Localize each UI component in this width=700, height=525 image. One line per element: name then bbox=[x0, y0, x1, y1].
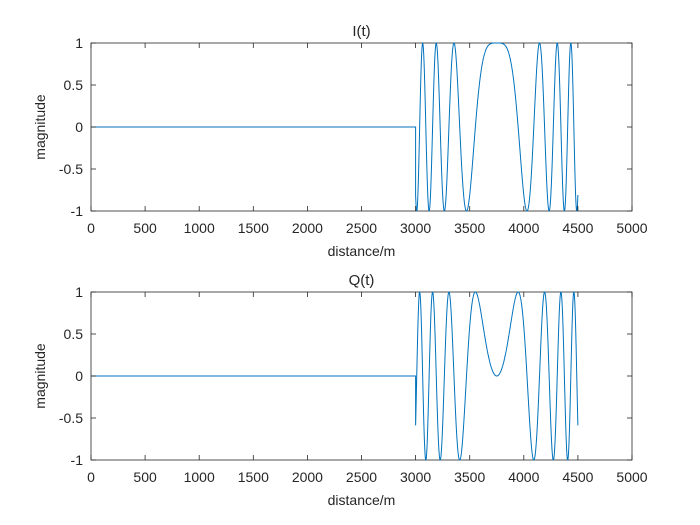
x-tick-label: 4500 bbox=[562, 220, 593, 236]
x-tick-label: 3500 bbox=[454, 469, 485, 485]
x-tick-label: 1500 bbox=[238, 469, 269, 485]
chart-panel-q: Q(t) distance/m magnitude 0 500 1000 1500 20… bbox=[32, 272, 648, 508]
x-tick-label: 3000 bbox=[400, 220, 431, 236]
chart-panel-i: I(t) distance/m magnitude 0 500 1000 1500 20… bbox=[32, 23, 648, 259]
x-tick-label: 4500 bbox=[562, 469, 593, 485]
series-line bbox=[91, 291, 579, 461]
x-axis-label: distance/m bbox=[328, 243, 396, 259]
x-tick-label: 4000 bbox=[508, 220, 539, 236]
y-tick-label: -1 bbox=[71, 452, 84, 468]
x-tick-label: 0 bbox=[87, 220, 95, 236]
y-axis-label: magnitude bbox=[32, 94, 48, 160]
series-line bbox=[91, 42, 579, 212]
y-tick-label: -0.5 bbox=[59, 161, 83, 177]
x-tick-label: 5000 bbox=[616, 220, 647, 236]
x-tick-label: 1000 bbox=[184, 220, 215, 236]
x-tick-label: 2000 bbox=[292, 469, 323, 485]
y-tick-label: 1 bbox=[75, 35, 83, 51]
x-tick-label: 1000 bbox=[184, 469, 215, 485]
y-axis-label: magnitude bbox=[32, 343, 48, 409]
x-tick-label: 3500 bbox=[454, 220, 485, 236]
x-tick-label: 5000 bbox=[616, 469, 647, 485]
x-axis-label: distance/m bbox=[328, 492, 396, 508]
y-tick-label: 0.5 bbox=[64, 77, 84, 93]
y-tick-label: 0 bbox=[75, 368, 83, 384]
x-tick-label: 0 bbox=[87, 469, 95, 485]
x-tick-label: 2500 bbox=[346, 469, 377, 485]
chart-title: Q(t) bbox=[349, 272, 375, 289]
chart-title: I(t) bbox=[352, 23, 370, 40]
x-tick-label: 4000 bbox=[508, 469, 539, 485]
x-tick-label: 3000 bbox=[400, 469, 431, 485]
x-tick-label: 500 bbox=[133, 469, 157, 485]
x-tick-label: 2500 bbox=[346, 220, 377, 236]
y-tick-label: -0.5 bbox=[59, 410, 83, 426]
x-tick-label: 1500 bbox=[238, 220, 269, 236]
y-tick-label: 0.5 bbox=[64, 326, 84, 342]
x-tick-label: 2000 bbox=[292, 220, 323, 236]
x-tick-label: 500 bbox=[133, 220, 157, 236]
y-tick-label: -1 bbox=[71, 203, 84, 219]
y-tick-label: 0 bbox=[75, 119, 83, 135]
y-tick-label: 1 bbox=[75, 284, 83, 300]
